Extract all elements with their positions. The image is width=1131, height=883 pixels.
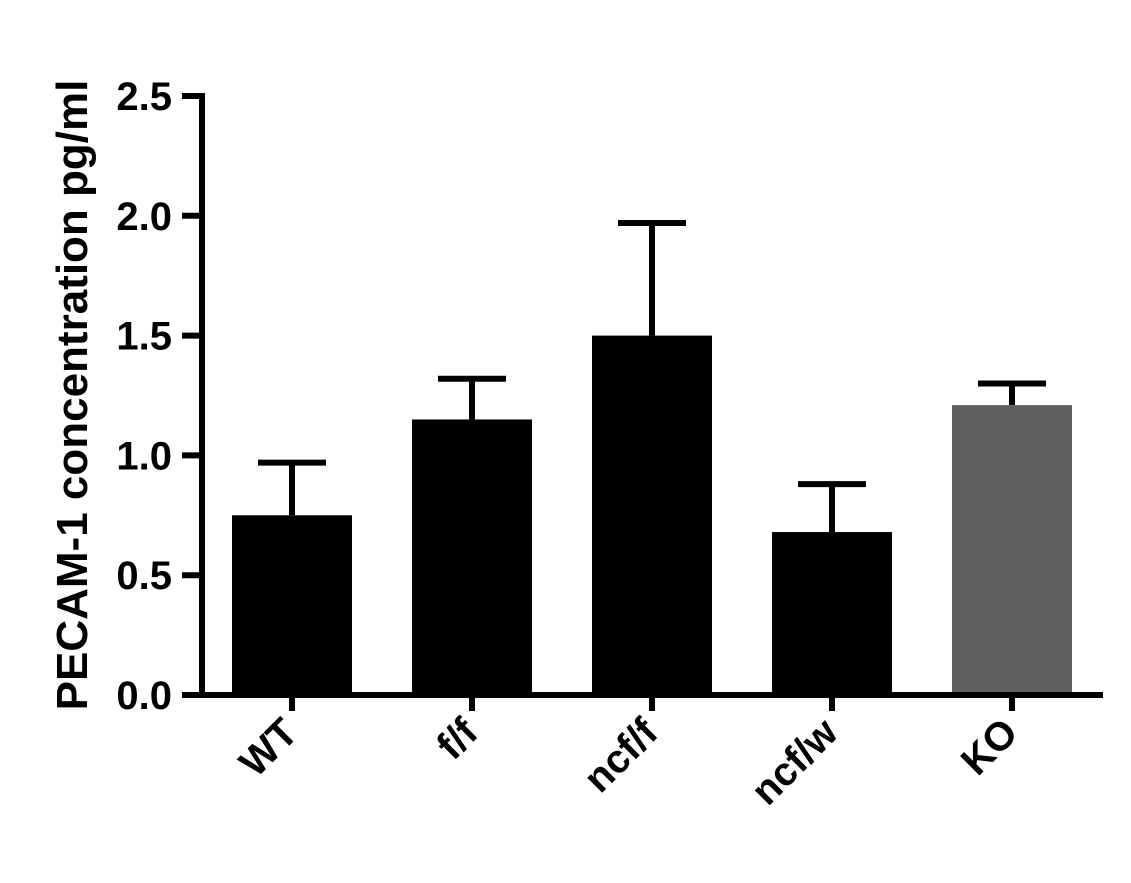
bar-ncf/w [772, 532, 892, 695]
bar-WT [232, 515, 352, 695]
x-tick-label: ncf/w [743, 710, 847, 814]
y-tick-label: 0.0 [116, 674, 172, 718]
x-tick-label: f/f [429, 710, 487, 768]
y-axis-label: PECAM-1 concentration pg/ml [48, 80, 97, 711]
y-tick-label: 1.0 [116, 434, 172, 478]
bar-KO [952, 405, 1072, 695]
bars-layer [232, 219, 1072, 695]
y-tick-label: 2.5 [116, 75, 172, 119]
y-tick-label: 1.5 [116, 315, 172, 359]
x-tick-label: KO [953, 710, 1027, 784]
x-tick-label: WT [231, 710, 306, 785]
y-tick-label: 2.0 [116, 195, 172, 239]
bar-f/f [412, 419, 532, 695]
y-tick-label: 0.5 [116, 554, 172, 598]
x-tick-label: ncf/f [576, 710, 667, 801]
bar-ncf/f [592, 335, 712, 695]
